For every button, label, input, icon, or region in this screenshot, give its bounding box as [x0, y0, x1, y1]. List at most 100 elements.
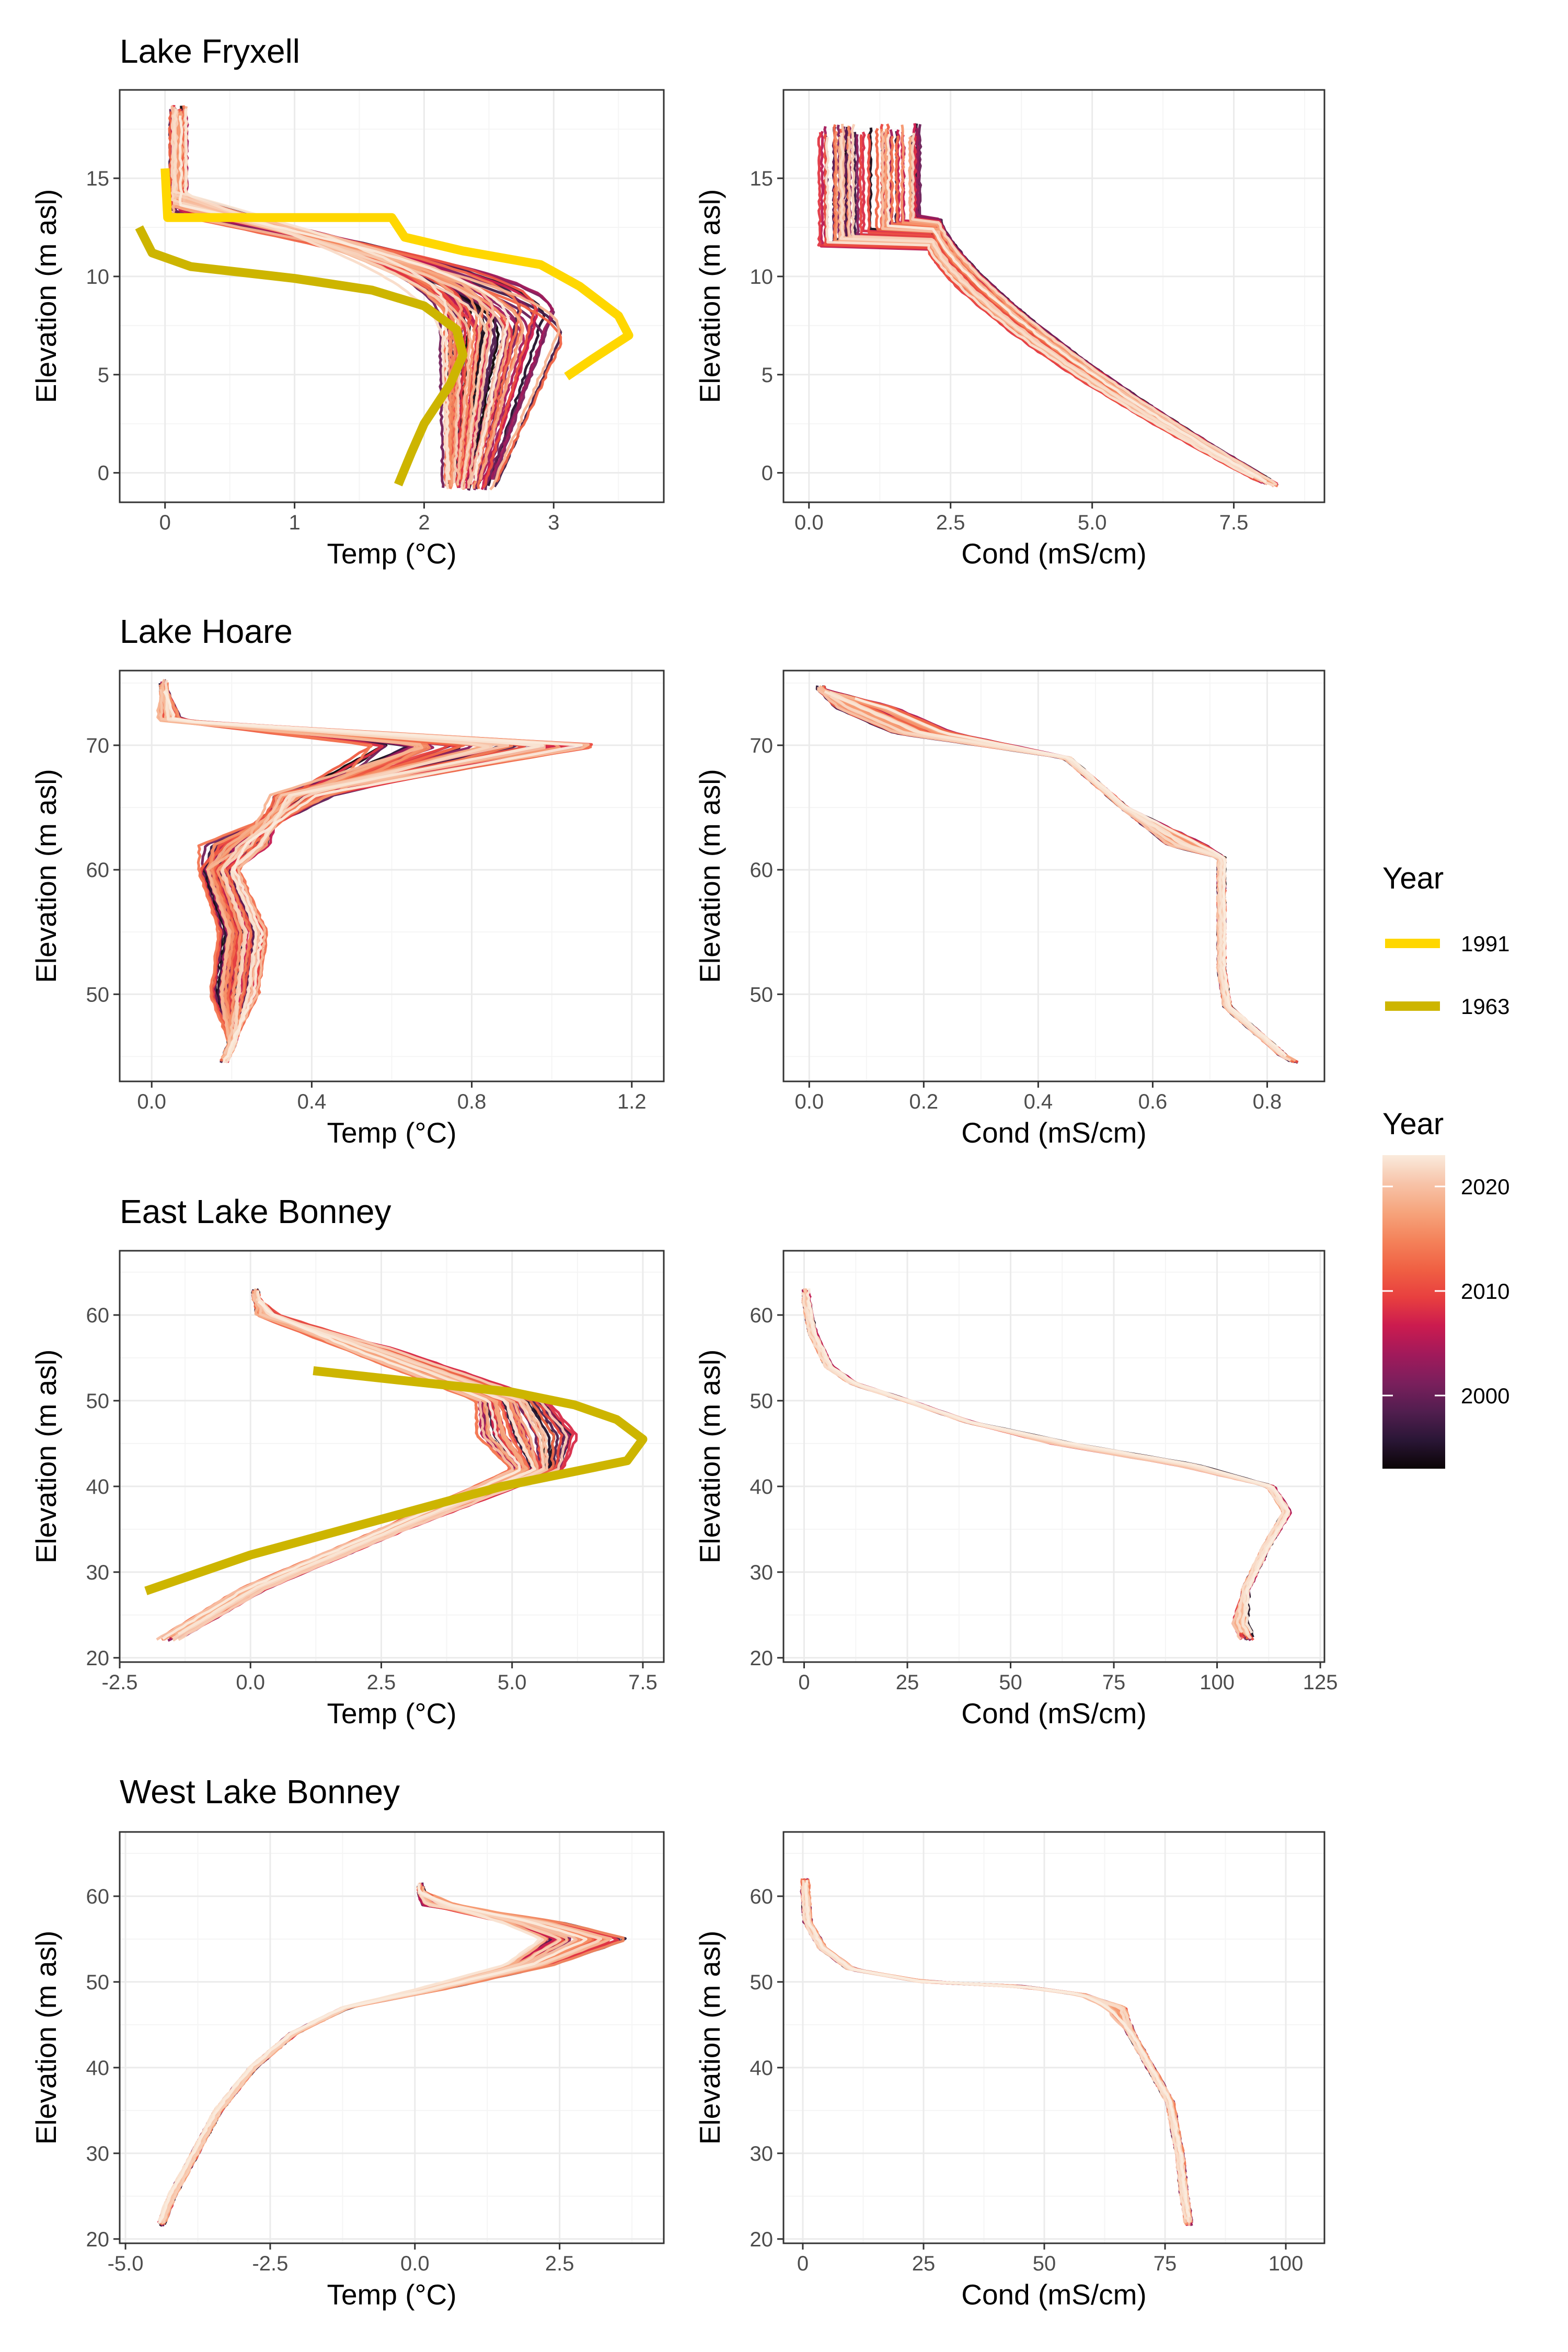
profile-line	[165, 689, 490, 1062]
x-tick-label: 0	[159, 511, 171, 534]
x-tick-label: 0.0	[137, 1090, 166, 1113]
panel-east-lake-bonney-cond: 0 25 50 75 100 125 20 30 40 50 60 Cond (mS/cm) Eleva…	[694, 1250, 1338, 1730]
panel-border	[782, 1831, 1325, 2244]
legend-years: Year 1991 1963	[1382, 861, 1509, 1019]
x-tick-label: 3	[548, 511, 559, 534]
y-axis-label: Elevation (m asl)	[694, 1931, 726, 2145]
y-tick-label: 20	[750, 1647, 774, 1670]
y-tick-label: 10	[86, 266, 110, 289]
x-tick-label: 1.2	[617, 1090, 647, 1113]
gridlines	[783, 671, 1324, 1081]
y-tick-label: 50	[750, 1971, 774, 1994]
panel-lake-fryxell-temp: 0 1 2 3 0 5 10 15 Temp (°C) Elevation (m asl) Lake…	[30, 32, 665, 570]
y-tick-label: 50	[750, 983, 774, 1006]
profile-lines	[144, 1288, 648, 1642]
profile-line	[886, 134, 1267, 483]
highlight-line-1963	[144, 1366, 648, 1595]
y-tick-label: 50	[86, 983, 110, 1006]
x-axis-label: Cond (mS/cm)	[961, 1116, 1147, 1149]
profile-line	[168, 111, 562, 483]
y-tick-label: 20	[750, 2228, 774, 2251]
x-tick-label: 2.5	[545, 2252, 574, 2275]
profile-line	[165, 689, 544, 1054]
panel-lake-hoare-temp: 0.0 0.4 0.8 1.2 50 60 70 Temp (°C) Elevation (m …	[30, 613, 665, 1149]
panel-lake-fryxell-cond: 0.0 2.5 5.0 7.5 0 5 10 15 Cond (mS/cm) Elevation …	[694, 89, 1325, 570]
y-tick-label: 50	[86, 1971, 110, 1994]
profile-line	[164, 685, 428, 1059]
panel-background	[120, 1251, 664, 1662]
panel-lake-hoare-cond: 0.0 0.2 0.4 0.6 0.8 50 60 70 Cond (mS/cm) Elevati…	[694, 670, 1325, 1149]
panel-border	[782, 670, 1325, 1082]
axes: 0 1 2 3 0 5 10 15 Temp (°C) Elevation (m asl)	[30, 167, 559, 570]
x-tick-label: 0.0	[400, 2252, 430, 2275]
profile-line	[825, 136, 1254, 479]
y-tick-label: 70	[750, 734, 774, 757]
x-tick-label: 7.5	[628, 1671, 658, 1694]
panel-border	[782, 89, 1325, 503]
profile-line	[163, 1890, 562, 2223]
gridlines	[783, 1251, 1324, 1662]
axes: 0 25 50 75 100 125 20 30 40 50 60 Cond (mS/cm) Eleva…	[694, 1304, 1338, 1730]
panel-west-lake-bonney-temp: -5.0 -2.5 0.0 2.5 20 30 40 50 60 Temp (°C) Elevati…	[30, 1773, 665, 2311]
x-axis-label: Temp (°C)	[327, 1697, 456, 1730]
y-tick-label: 15	[750, 167, 774, 190]
panel-title: Lake Fryxell	[120, 32, 300, 70]
profile-line	[170, 114, 488, 490]
profile-line	[855, 697, 1287, 1057]
profile-line	[178, 1291, 569, 1641]
y-axis-label: Elevation (m asl)	[30, 189, 62, 403]
x-tick-label: 5.0	[498, 1671, 527, 1694]
profile-lines	[800, 1878, 1193, 2227]
x-tick-label: 2.5	[367, 1671, 396, 1694]
profile-line	[183, 108, 451, 480]
profile-lines	[801, 1288, 1292, 1641]
profile-line	[910, 132, 1278, 486]
y-axis-label: Elevation (m asl)	[694, 1350, 726, 1564]
legend-colorbar: Year 2020 2010 2000	[1382, 1107, 1509, 1469]
axes: 0.0 0.4 0.8 1.2 50 60 70 Temp (°C) Elevation (m …	[30, 734, 647, 1149]
x-tick-label: 7.5	[1219, 511, 1249, 534]
legend-title: Year	[1382, 861, 1444, 895]
profile-line	[158, 1883, 587, 2223]
profile-line	[174, 110, 463, 483]
x-tick-label: 0.4	[1024, 1090, 1053, 1113]
y-tick-label: 60	[86, 1304, 110, 1327]
colorbar-label: 2010	[1461, 1279, 1509, 1304]
x-axis-label: Temp (°C)	[327, 1116, 456, 1149]
y-tick-label: 60	[86, 1885, 110, 1908]
y-tick-label: 40	[750, 1475, 774, 1498]
panel-background	[783, 1832, 1324, 2243]
panel-background	[783, 1251, 1324, 1662]
y-tick-label: 10	[750, 266, 774, 289]
profile-line	[159, 691, 466, 1062]
x-tick-label: 0	[798, 1671, 810, 1694]
y-tick-label: 30	[750, 2142, 774, 2165]
colorbar	[1382, 1155, 1445, 1469]
profile-line	[177, 113, 478, 480]
colorbar-label: 2000	[1461, 1383, 1509, 1408]
panel-border	[119, 670, 665, 1082]
x-tick-label: 0.0	[794, 1090, 824, 1113]
y-axis-label: Elevation (m asl)	[694, 189, 726, 403]
y-tick-label: 30	[86, 2142, 110, 2165]
y-tick-label: 60	[750, 1885, 774, 1908]
x-tick-label: 50	[999, 1671, 1022, 1694]
profile-line	[162, 691, 373, 1061]
profile-line	[824, 690, 1284, 1056]
y-tick-label: 70	[86, 734, 110, 757]
panel-border	[119, 1250, 665, 1663]
gridlines	[783, 1832, 1324, 2243]
profile-line	[806, 1288, 1290, 1634]
panel-background	[783, 90, 1324, 502]
gridlines	[120, 1832, 664, 2243]
x-axis-label: Cond (mS/cm)	[961, 1697, 1147, 1730]
y-tick-label: 5	[98, 364, 109, 387]
profile-line	[162, 1300, 521, 1640]
panel-title: East Lake Bonney	[120, 1193, 391, 1230]
x-tick-label: 75	[1102, 1671, 1126, 1694]
panel-west-lake-bonney-cond: 0 25 50 75 100 20 30 40 50 60 Cond (mS/cm) Elevatio…	[694, 1831, 1325, 2311]
x-tick-label: 0.8	[1253, 1090, 1282, 1113]
axes: 0.0 0.2 0.4 0.6 0.8 50 60 70 Cond (mS/cm) Elevati…	[694, 734, 1282, 1149]
axes: -2.5 0.0 2.5 5.0 7.5 20 30 40 50 60 Temp (°C) Eleva…	[30, 1304, 658, 1730]
panel-background	[120, 1832, 664, 2243]
